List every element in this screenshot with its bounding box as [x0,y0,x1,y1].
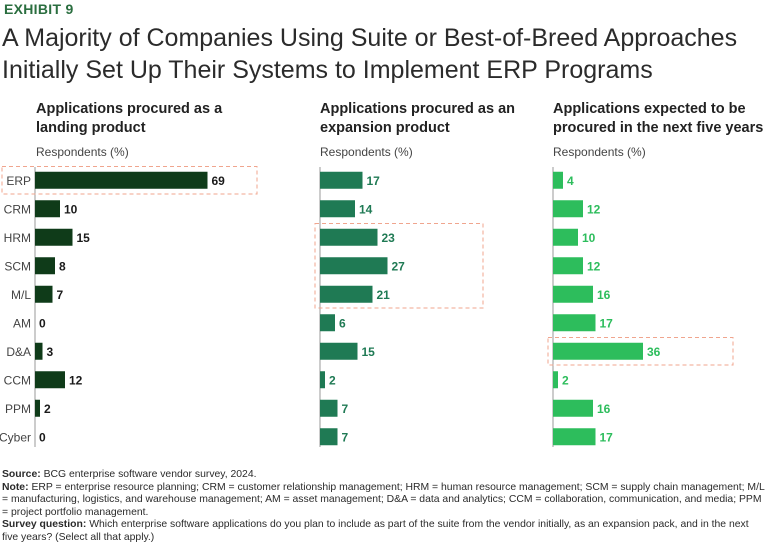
data-label: 16 [597,288,611,302]
data-label: 23 [382,231,396,245]
bar [35,399,40,417]
panel-title-future: Applications expected to be procured in … [553,101,764,136]
note-line: Note: ERP = enterprise resource planning… [2,481,765,518]
data-label: 16 [597,402,611,416]
bar [553,371,558,389]
category-label: HRM [4,231,31,245]
bar [553,428,596,446]
bar [320,228,378,246]
data-label: 10 [582,231,596,245]
bar [35,285,53,303]
category-label: CRM [4,202,31,216]
bar [553,257,583,275]
bar [320,314,335,332]
data-label: 3 [47,345,54,359]
data-label: 15 [362,345,376,359]
highlight-box [547,337,734,366]
data-label: 12 [587,259,601,273]
data-label: 14 [359,202,373,216]
bar [553,228,578,246]
bar [320,399,338,417]
highlight-box [1,166,258,195]
data-label: 0 [39,430,46,444]
bar [35,257,55,275]
bar [320,371,325,389]
bar [553,285,593,303]
bar [553,200,583,218]
category-label: Cyber [0,430,31,444]
category-label: D&A [6,345,31,359]
data-label: 10 [64,202,78,216]
exhibit-label: EXHIBIT 9 [4,1,74,17]
survey-question-line: Survey question: Which enterprise softwa… [2,519,749,543]
bar [553,399,593,417]
bar [35,342,43,360]
data-label: 7 [57,288,64,302]
bar [320,171,363,189]
respondents-label-landing: Respondents (%) [36,145,129,159]
category-label: M/L [11,288,31,302]
highlight-box [314,223,484,309]
bar [320,285,373,303]
bar [35,228,73,246]
panel-title-expansion: Applications procured as an expansion pr… [320,101,515,136]
data-label: 4 [567,174,574,188]
respondents-label-expansion: Respondents (%) [320,145,413,159]
bar [320,428,338,446]
data-label: 17 [367,174,381,188]
panel-title-landing: Applications procured as a landing produ… [36,101,223,136]
data-label: 15 [77,231,91,245]
data-label: 17 [600,430,614,444]
bar [35,200,60,218]
category-label: AM [13,316,31,330]
data-label: 7 [342,402,349,416]
data-label: 17 [600,316,614,330]
bar [35,371,65,389]
data-label: 12 [69,373,83,387]
data-label: 6 [339,316,346,330]
bar [553,342,643,360]
category-label: SCM [4,259,31,273]
data-label: 36 [647,345,661,359]
footer-notes: Source: BCG enterprise software vendor s… [2,469,766,545]
source-line: Source: BCG enterprise software vendor s… [2,469,257,480]
bar [553,171,563,189]
category-label: PPM [5,402,31,416]
data-label: 27 [392,259,406,273]
bar [320,257,388,275]
data-label: 0 [39,316,46,330]
chart-title: A Majority of Companies Using Suite or B… [2,24,738,84]
bar [320,200,355,218]
bar [35,171,208,189]
respondents-label-future: Respondents (%) [553,145,646,159]
data-label: 8 [59,259,66,273]
data-label: 2 [562,373,569,387]
data-label: 12 [587,202,601,216]
data-label: 2 [44,402,51,416]
category-label: CCM [4,373,31,387]
data-label: 7 [342,430,349,444]
data-label: 69 [212,174,226,188]
data-label: 21 [377,288,391,302]
bar [320,342,358,360]
category-label: ERP [6,174,31,188]
bar [553,314,596,332]
data-label: 2 [329,373,336,387]
